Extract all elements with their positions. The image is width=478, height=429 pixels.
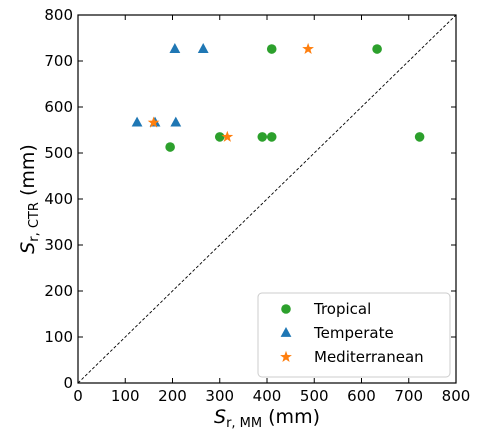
temperate-point <box>170 116 182 127</box>
legend-marker-tropical <box>281 304 291 314</box>
x-tick-label: 700 <box>394 387 423 405</box>
tropical-point <box>214 132 225 142</box>
reference-line-layer <box>77 14 457 384</box>
x-tick-label: 0 <box>73 387 83 405</box>
x-tick-label: 300 <box>205 387 234 405</box>
tropical-point <box>266 132 277 142</box>
y-tick-label: 800 <box>44 6 73 24</box>
y-tick-label: 200 <box>44 282 73 300</box>
x-tick-label: 800 <box>442 387 471 405</box>
data-points-layer <box>131 42 425 152</box>
one-to-one-line <box>77 14 457 384</box>
temperate-point <box>169 43 181 53</box>
legend-label-tropical: Tropical <box>313 300 371 318</box>
x-tick-label: 200 <box>158 387 187 405</box>
y-tick-label: 500 <box>44 144 73 162</box>
mediterranean-point <box>221 130 234 142</box>
y-tick-label: 100 <box>44 328 73 346</box>
y-tick-label: 700 <box>44 52 73 70</box>
legend-marker-mediterranean <box>280 350 292 363</box>
y-tick-label: 0 <box>63 374 73 392</box>
x-tick-label: 400 <box>253 387 282 405</box>
tropical-point <box>414 132 425 142</box>
axis-labels-layer: Sr, MM (mm) Sr, CTR (mm) <box>17 144 320 429</box>
y-tick-label: 300 <box>44 236 73 254</box>
y-tick-label: 600 <box>44 98 73 116</box>
tropical-point <box>257 132 268 142</box>
temperate-point <box>197 43 209 53</box>
x-tick-label: 600 <box>347 387 376 405</box>
mediterranean-point <box>147 116 160 128</box>
legend-box <box>257 292 451 378</box>
tropical-point <box>266 44 277 54</box>
legend: Tropical Temperate Mediterranean <box>257 292 451 378</box>
legend-marker-temperate <box>280 327 292 337</box>
temperate-point <box>131 116 143 127</box>
legend-label-mediterranean: Mediterranean <box>314 348 424 366</box>
y-tick-label: 400 <box>44 190 73 208</box>
x-tick-label: 100 <box>111 387 140 405</box>
tropical-point <box>165 142 175 152</box>
x-axis-label: Sr, MM (mm) <box>214 406 320 429</box>
y-axis-label: Sr, CTR (mm) <box>17 144 42 254</box>
legend-label-temperate: Temperate <box>313 324 394 342</box>
axis-ticks-layer: 0 100 200 300 400 500 600 700 800 0 100 200 300 400 50… <box>44 6 470 405</box>
x-tick-label: 500 <box>300 387 329 405</box>
mediterranean-point <box>302 42 314 55</box>
tropical-point <box>372 44 382 54</box>
